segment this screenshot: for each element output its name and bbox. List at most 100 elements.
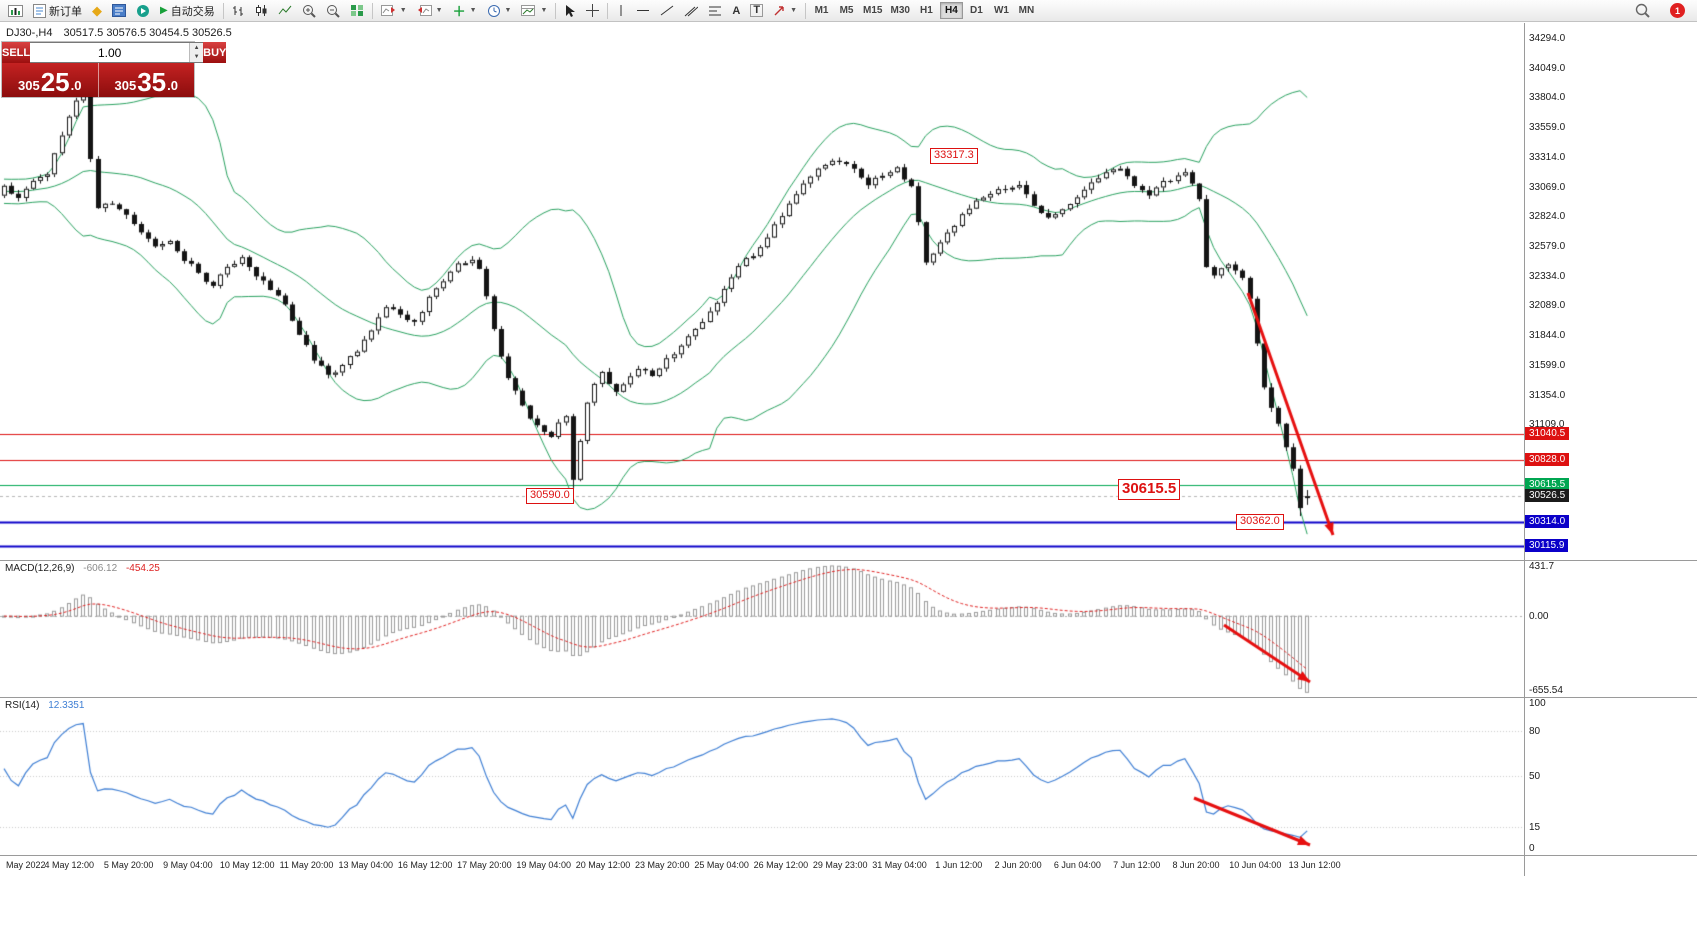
notification-badge[interactable]: 1 [1670, 3, 1685, 18]
zoom-in-button[interactable] [298, 1, 320, 20]
price-label-annotation[interactable]: 30590.0 [526, 488, 574, 504]
time-axis-label: 29 May 23:00 [812, 860, 868, 870]
time-axis-label: 17 May 20:00 [457, 860, 512, 870]
timeframe-mn-button[interactable]: MN [1015, 2, 1038, 19]
time-axis-label: 4 May 12:00 [44, 860, 95, 870]
timeframe-m30-button[interactable]: M30 [887, 2, 912, 19]
new-order-label: 新订单 [49, 5, 82, 18]
rsi-panel-separator[interactable] [0, 697, 1697, 698]
text-a-icon: A [732, 4, 741, 17]
rsi-label: RSI(14) 12.3351 [5, 700, 84, 711]
autotrade-play-icon: ▶ [160, 5, 168, 16]
time-axis-label: 2 Jun 20:00 [994, 860, 1042, 870]
timeframe-m15-button[interactable]: M15 [860, 2, 885, 19]
time-axis[interactable]: May 2022 4 May 12:00 5 May 20:00 9 May 04:0… [0, 856, 1524, 876]
search-button[interactable] [1631, 1, 1654, 20]
new-order-icon [33, 3, 46, 18]
price-label-annotation[interactable]: 30362.0 [1236, 514, 1284, 530]
auto-scroll-button[interactable]: ▼ [413, 1, 447, 20]
volume-up-button[interactable]: ▲ [190, 43, 204, 53]
time-axis-label: 13 Jun 12:00 [1288, 860, 1341, 870]
chart-shift-button[interactable]: ▼ [377, 1, 411, 20]
text-label-tool-button[interactable]: T [746, 1, 767, 20]
text-tool-button[interactable]: A [728, 1, 744, 20]
new-order-button[interactable]: 新订单 [29, 1, 86, 20]
price-axis-label: 31109.0 [1529, 419, 1565, 431]
sell-price-button[interactable]: 305 25 .0 [2, 63, 98, 97]
trendline-icon [660, 4, 674, 17]
time-axis-label: 20 May 12:00 [575, 860, 631, 870]
time-axis-label: 25 May 04:00 [694, 860, 749, 870]
timeframe-m5-button[interactable]: M5 [835, 2, 858, 19]
channel-tool-button[interactable] [680, 1, 702, 20]
sell-button[interactable]: SELL [2, 42, 31, 63]
timeframe-h1-button[interactable]: H1 [915, 2, 938, 19]
price-label-annotation[interactable]: 33317.3 [930, 148, 978, 164]
toolbar-group-main: 新订单 ◆ ▶ 自动交易 [4, 1, 219, 20]
fibonacci-tool-button[interactable] [704, 1, 726, 20]
timeframe-h4-button[interactable]: H4 [939, 2, 963, 19]
macd-label: MACD(12,26,9) -606.12 -454.25 [5, 563, 160, 574]
horizontal-line-icon [636, 4, 650, 17]
dropdown-caret-icon: ▼ [790, 7, 798, 14]
time-axis-label: 8 Jun 20:00 [1172, 860, 1220, 870]
rsi-indicator-canvas[interactable] [0, 698, 1524, 855]
time-axis-label: 13 May 04:00 [338, 860, 394, 870]
price-axis[interactable]: 34294.0 34049.0 33804.0 33559.0 33314.0 33069… [1525, 23, 1696, 560]
macd-indicator-canvas[interactable] [0, 561, 1524, 697]
ohlc-values: 30517.5 30576.5 30454.5 30526.5 [63, 27, 232, 39]
line-chart-type-button[interactable] [274, 1, 296, 20]
buy-button[interactable]: BUY [203, 42, 227, 63]
price-axis-label: 33804.0 [1529, 92, 1566, 104]
trade-panel-price-row: 305 25 .0 305 35 .0 [2, 63, 194, 97]
time-axis-label: 1 Jun 12:00 [935, 860, 983, 870]
autotrading-status-button[interactable] [132, 1, 154, 20]
timeframe-m1-button[interactable]: M1 [810, 2, 833, 19]
price-label-annotation[interactable]: 30615.5 [1118, 479, 1181, 500]
bar-chart-type-button[interactable] [228, 1, 249, 20]
draw-arrows-icon [773, 4, 786, 17]
zoom-out-button[interactable] [322, 1, 344, 20]
macd-panel-separator[interactable] [0, 560, 1697, 561]
symbol-timeframe-label: DJ30-,H4 [6, 27, 53, 39]
timeframe-d1-button[interactable]: D1 [965, 2, 988, 19]
terminal-button[interactable] [108, 1, 130, 20]
sell-price-prefix: 305 [18, 77, 40, 93]
toolbar-group-cursor [560, 1, 603, 20]
horizontal-line-tool-button[interactable] [632, 1, 654, 20]
cursor-tool-button[interactable] [560, 1, 580, 20]
rsi-axis-label: 0 [1529, 843, 1535, 854]
tile-windows-button[interactable] [346, 1, 368, 20]
price-axis-label: 33314.0 [1529, 151, 1566, 163]
buy-price-big-digits: 35 [137, 66, 167, 97]
time-axis-label: 19 May 04:00 [516, 860, 571, 870]
rsi-axis[interactable]: 100 80 50 15 0 [1525, 698, 1696, 855]
timeframe-w1-button[interactable]: W1 [990, 2, 1013, 19]
rsi-axis-label: 100 [1529, 698, 1546, 709]
volume-box: ▲ ▼ [30, 42, 204, 63]
price-chart-canvas[interactable] [0, 23, 1524, 560]
tile-windows-icon [350, 4, 364, 17]
volume-input[interactable] [30, 43, 190, 62]
periods-button[interactable]: ▼ [483, 1, 516, 20]
templates-button[interactable]: ▼ [517, 1, 551, 20]
candlestick-icon [255, 4, 268, 17]
indicators-button[interactable]: ＋ ▼ [449, 1, 481, 20]
candlestick-chart-type-button[interactable] [251, 1, 272, 20]
price-tag: 30526.5 [1525, 489, 1570, 503]
volume-down-button[interactable]: ▼ [190, 52, 204, 62]
macd-axis[interactable]: 431.7 0.00 -655.54 [1525, 561, 1696, 697]
macd-axis-label: -655.54 [1529, 685, 1563, 696]
metaeditor-button[interactable]: ◆ [88, 1, 106, 20]
autotrade-button[interactable]: ▶ 自动交易 [156, 1, 219, 20]
rsi-name: RSI(14) [5, 700, 40, 711]
trendline-tool-button[interactable] [656, 1, 678, 20]
one-click-trading-panel: SELL ▲ ▼ BUY 305 25 .0 305 35 .0 [2, 42, 227, 97]
new-chart-button[interactable] [4, 1, 27, 20]
vertical-line-tool-button[interactable] [612, 1, 630, 20]
toolbar-group-windows: ▼ ▼ ＋ ▼ ▼ ▼ [377, 1, 552, 20]
crosshair-tool-button[interactable] [582, 1, 603, 20]
buy-price-button[interactable]: 305 35 .0 [99, 63, 195, 97]
time-axis-label: 5 May 20:00 [103, 860, 154, 870]
arrows-tool-button[interactable]: ▼ [769, 1, 801, 20]
